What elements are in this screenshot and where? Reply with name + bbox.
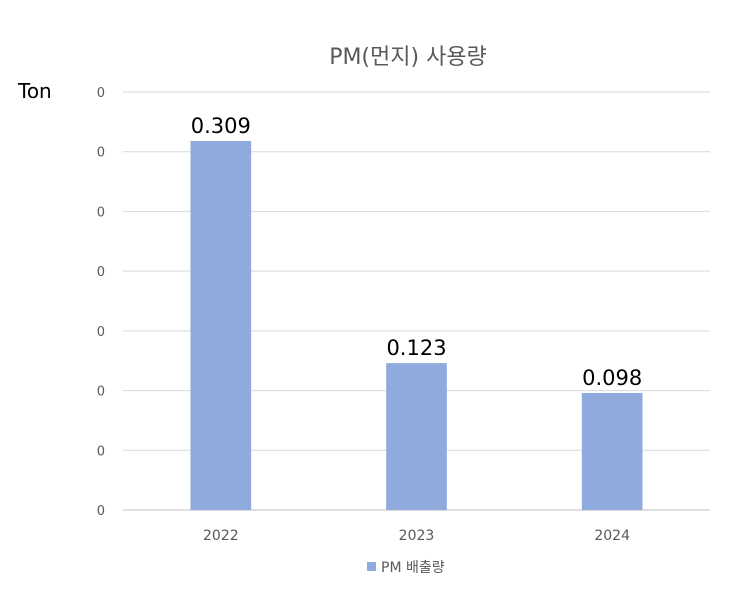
y-axis-unit-label: Ton <box>17 79 52 103</box>
legend-swatch <box>367 562 376 571</box>
y-tick-label: 0 <box>97 146 105 161</box>
x-tick-label-2022: 2022 <box>203 528 239 544</box>
legend: PM 배출량 <box>367 560 445 576</box>
y-tick-label: 0 <box>97 205 105 220</box>
y-tick-label: 0 <box>97 86 105 101</box>
data-label-2024: 0.098 <box>582 366 642 390</box>
y-tick-label: 0 <box>97 444 105 459</box>
bar-2022 <box>190 140 252 511</box>
data-label-2022: 0.309 <box>191 114 251 138</box>
data-labels: 0.309 0.123 0.098 <box>191 114 642 390</box>
y-tick-label: 0 <box>97 325 105 340</box>
x-axis-ticks: 2022 2023 2024 <box>203 528 630 544</box>
y-tick-label: 0 <box>97 385 105 400</box>
x-tick-label-2023: 2023 <box>399 528 435 544</box>
y-tick-label: 0 <box>97 504 105 519</box>
y-axis-ticks: 0 0 0 0 0 0 0 0 <box>97 86 105 519</box>
bar-2024 <box>581 392 643 510</box>
chart-title: PM(먼지) 사용량 <box>329 45 487 70</box>
bar-2023 <box>386 363 447 510</box>
x-tick-label-2024: 2024 <box>594 528 630 544</box>
y-tick-label: 0 <box>97 265 105 280</box>
bars <box>190 140 643 511</box>
legend-label: PM 배출량 <box>381 560 445 576</box>
data-label-2023: 0.123 <box>386 336 446 360</box>
